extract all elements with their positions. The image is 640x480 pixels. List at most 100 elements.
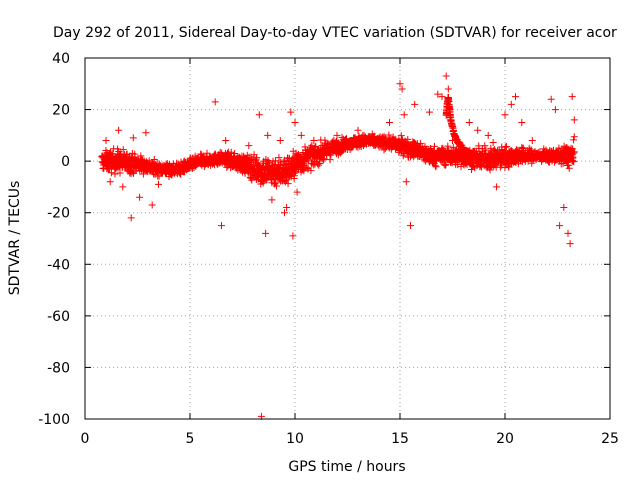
data-point	[427, 145, 435, 153]
outlier-point	[547, 95, 555, 103]
outlier-point	[165, 173, 173, 181]
data-point	[444, 142, 452, 150]
x-tick-label: 0	[81, 431, 90, 447]
outlier-point	[528, 137, 536, 145]
outlier-point	[102, 137, 110, 145]
data-point	[248, 176, 256, 184]
data-point	[275, 154, 283, 162]
data-point	[243, 151, 251, 159]
outlier-point	[551, 106, 559, 114]
y-tick-label: -80	[47, 360, 70, 376]
data-point	[502, 143, 510, 151]
data-point	[501, 164, 509, 172]
outlier-point	[264, 131, 272, 139]
outlier-point	[289, 232, 297, 240]
outlier-point	[566, 240, 574, 248]
outlier-point	[211, 98, 219, 106]
outlier-point	[407, 222, 414, 230]
outlier-point	[434, 90, 442, 98]
y-axis-label: SDTVAR / TECUs	[7, 181, 23, 296]
outlier-point	[560, 204, 568, 212]
outlier-point	[222, 137, 230, 145]
data-point	[119, 146, 127, 154]
data-point	[505, 163, 513, 171]
outlier-point	[281, 209, 288, 217]
data-point	[519, 145, 527, 153]
outlier-point	[291, 118, 299, 126]
outlier-point	[142, 129, 150, 137]
data-point	[106, 148, 114, 156]
data-point	[570, 136, 578, 144]
data-point	[273, 182, 281, 190]
y-tick-label: -40	[47, 257, 70, 273]
data-point	[116, 169, 124, 177]
data-point	[150, 156, 158, 164]
outlier-point	[564, 229, 572, 237]
data-point	[441, 161, 449, 169]
data-point	[570, 157, 578, 165]
outlier-point	[283, 204, 291, 212]
data-points	[98, 72, 578, 420]
grid-lines	[85, 58, 610, 419]
data-point	[326, 156, 334, 164]
data-point	[272, 179, 280, 187]
data-point	[416, 139, 424, 147]
outlier-point	[474, 126, 482, 134]
y-tick-label: 0	[61, 154, 70, 170]
outlier-point	[493, 183, 501, 191]
data-point	[111, 170, 119, 178]
outlier-point	[411, 100, 419, 108]
outlier-point	[297, 131, 305, 139]
data-point	[253, 154, 261, 162]
outlier-point	[484, 131, 492, 139]
data-point	[282, 170, 290, 178]
data-point	[271, 157, 279, 165]
tick-labels: 0 5 10 15 20 25 -100 -80 -60 -40 -20 0 20 40	[38, 51, 619, 447]
y-tick-label: -100	[38, 412, 70, 428]
outlier-point	[287, 108, 295, 116]
outlier-point	[155, 180, 162, 188]
hairpin-point	[473, 153, 481, 161]
outlier-point	[400, 111, 408, 119]
outlier-point	[396, 80, 404, 88]
outlier-point	[148, 201, 156, 209]
outlier-point	[438, 93, 446, 101]
outlier-point	[568, 93, 576, 101]
outlier-point	[293, 188, 301, 196]
plot-frame	[84, 57, 611, 420]
outlier-point	[218, 222, 225, 230]
outlier-point	[268, 196, 276, 204]
data-point	[430, 142, 438, 150]
y-tick-label: -60	[47, 309, 70, 325]
outlier-point	[129, 134, 137, 142]
outlier-point	[136, 193, 144, 201]
data-point	[570, 133, 578, 141]
axis-ticks	[84, 57, 611, 420]
outlier-point	[512, 93, 519, 101]
outlier-point	[386, 118, 393, 126]
outlier-point	[106, 178, 114, 186]
data-point	[404, 135, 412, 143]
data-point	[216, 148, 224, 156]
data-point	[303, 163, 311, 171]
data-point	[528, 159, 536, 167]
x-tick-label: 5	[186, 431, 195, 447]
outlier-point	[115, 126, 123, 134]
data-point	[321, 136, 329, 144]
outlier-point	[501, 111, 509, 119]
outlier-point	[446, 111, 454, 119]
x-axis-label: GPS time / hours	[288, 459, 405, 475]
data-point	[555, 144, 563, 152]
y-tick-label: 20	[52, 103, 70, 119]
outlier-point	[255, 111, 263, 119]
outlier-point	[398, 85, 406, 93]
y-tick-label: 40	[52, 51, 70, 67]
data-point	[570, 148, 578, 156]
data-point	[481, 142, 489, 150]
outlier-point	[333, 131, 341, 139]
outlier-point	[245, 142, 253, 150]
data-point	[431, 162, 439, 170]
data-point	[244, 157, 252, 165]
outlier-point	[556, 222, 564, 230]
